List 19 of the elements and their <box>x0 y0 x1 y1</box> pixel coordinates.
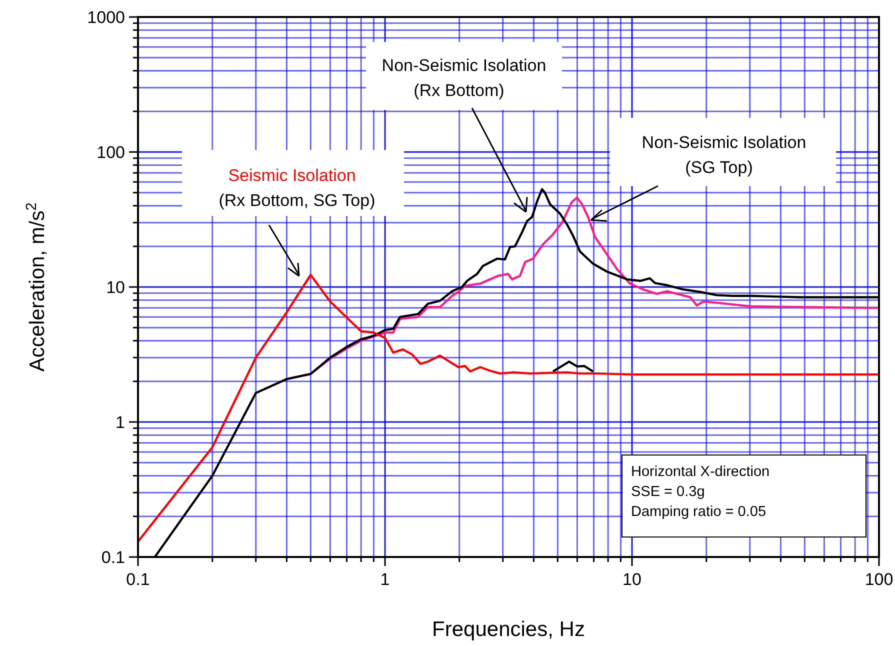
annotation: Horizontal X-direction <box>631 464 770 480</box>
x-tick-label: 0.1 <box>126 570 150 589</box>
y-tick-label: 10 <box>106 278 125 297</box>
annotation: (Rx Bottom) <box>414 81 504 100</box>
annotation: (Rx Bottom, SG Top) <box>218 191 376 210</box>
annotation: Damping ratio = 0.05 <box>631 504 766 520</box>
annotation: SSE = 0.3g <box>631 484 705 500</box>
annotation: (SG Top) <box>685 158 753 177</box>
y-tick-label: 0.1 <box>101 548 125 567</box>
y-tick-label: 1000 <box>87 8 125 27</box>
x-axis-title: Frequencies, Hz <box>432 618 585 641</box>
y-tick-label: 1 <box>116 413 125 432</box>
x-tick-label: 100 <box>864 570 894 589</box>
y-tick-label: 100 <box>96 143 125 162</box>
annotation: Non-Seismic Isolation <box>642 133 806 152</box>
x-tick-label: 1 <box>380 570 390 589</box>
annotation: Seismic Isolation <box>228 166 356 185</box>
annotation: Non-Seismic Isolation <box>382 56 546 75</box>
x-tick-label: 10 <box>622 570 642 589</box>
